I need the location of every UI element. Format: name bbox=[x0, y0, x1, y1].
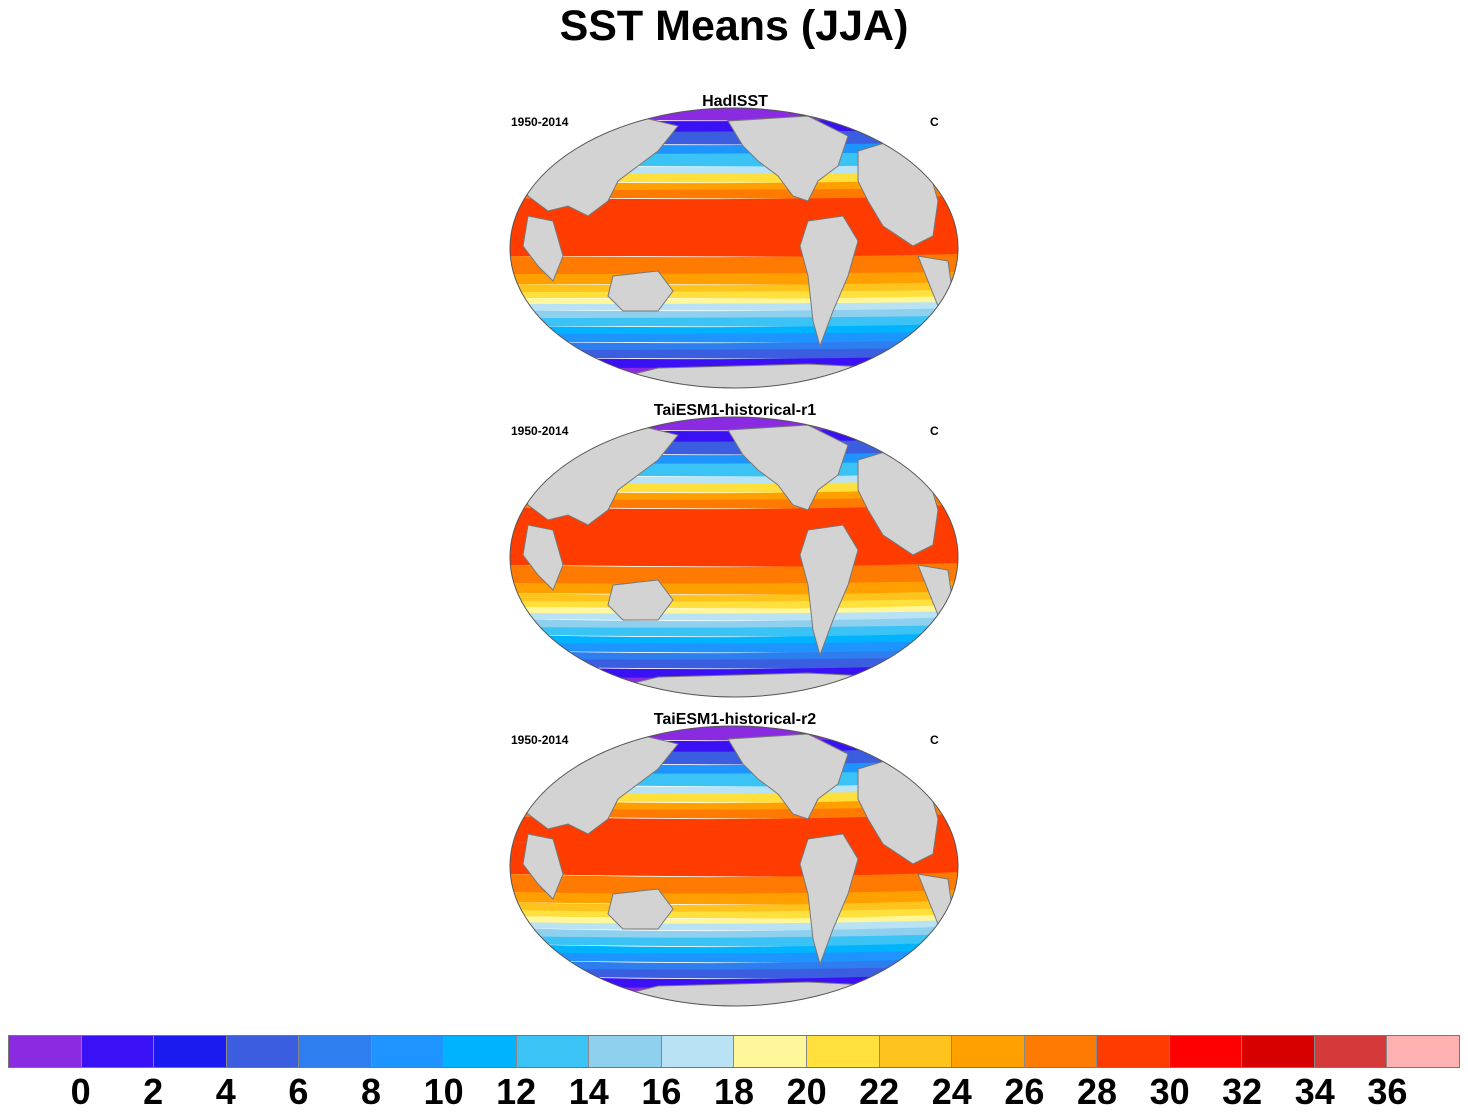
colorbar-swatch bbox=[154, 1036, 227, 1067]
land-mass bbox=[727, 424, 849, 511]
land-mass bbox=[799, 524, 859, 657]
land-mass bbox=[522, 833, 564, 900]
map-panel-hadisst: HadISST 1950-2014 C bbox=[490, 93, 980, 393]
colorbar-swatch bbox=[1314, 1036, 1388, 1067]
warm-pool bbox=[558, 821, 778, 857]
figure-title: SST Means (JJA) bbox=[559, 2, 909, 50]
panel-period: 1950-2014 bbox=[511, 733, 569, 747]
sst-band bbox=[510, 950, 958, 963]
colorbar-swatch bbox=[661, 1036, 735, 1067]
land-mass bbox=[607, 579, 674, 621]
colorbar-swatch bbox=[734, 1036, 808, 1067]
panel-units: C bbox=[930, 733, 939, 747]
panel-period: 1950-2014 bbox=[511, 115, 569, 129]
colorbar-tick-label: 32 bbox=[1222, 1071, 1263, 1112]
sst-band bbox=[510, 641, 958, 653]
panel-title: TaiESM1-historical-r1 bbox=[653, 402, 817, 419]
land-mass bbox=[846, 108, 909, 129]
colorbar-tick-label: 0 bbox=[70, 1071, 91, 1112]
colorbar-swatch bbox=[1169, 1036, 1243, 1067]
sst-band bbox=[510, 920, 958, 931]
colorbar-tick-label: 24 bbox=[931, 1071, 972, 1112]
sst-band bbox=[510, 497, 958, 509]
colorbar-tick-label: 14 bbox=[568, 1071, 609, 1112]
panel-units: C bbox=[930, 424, 939, 438]
colorbar-tick-label: 12 bbox=[496, 1071, 537, 1112]
colorbar-tick-label: 4 bbox=[215, 1071, 236, 1112]
colorbar-tick-label: 34 bbox=[1294, 1071, 1335, 1112]
colorbar-tick-label: 30 bbox=[1149, 1071, 1190, 1112]
colorbar bbox=[8, 1035, 1460, 1068]
sst-band bbox=[510, 657, 958, 669]
colorbar-swatch bbox=[1387, 1036, 1459, 1067]
map-outline bbox=[509, 725, 959, 1007]
map-panel-taiesm1-r2: TaiESM1-historical-r2 1950-2014 C bbox=[490, 711, 980, 1011]
land-mass bbox=[727, 733, 849, 820]
colorbar-swatch bbox=[444, 1036, 517, 1067]
sst-band bbox=[510, 934, 958, 947]
colorbar-swatch bbox=[952, 1036, 1025, 1067]
sst-band bbox=[510, 790, 958, 803]
sst-map bbox=[509, 725, 959, 1007]
colorbar-swatch bbox=[226, 1036, 300, 1067]
colorbar-swatch bbox=[879, 1036, 953, 1067]
land-mass bbox=[846, 417, 909, 438]
land-mass bbox=[727, 115, 849, 202]
sst-map bbox=[509, 107, 959, 389]
sst-band bbox=[510, 332, 958, 344]
land-mass bbox=[846, 726, 909, 747]
warm-pool bbox=[558, 512, 778, 548]
colorbar-tick-label: 22 bbox=[859, 1071, 900, 1112]
colorbar-tick-label: 16 bbox=[641, 1071, 682, 1112]
sst-band bbox=[510, 188, 958, 200]
panel-units: C bbox=[930, 115, 939, 129]
map-outline bbox=[509, 107, 959, 389]
sst-map bbox=[509, 416, 959, 698]
sst-band bbox=[510, 130, 958, 146]
colorbar-swatch bbox=[371, 1036, 445, 1067]
colorbar-swatch bbox=[9, 1036, 82, 1067]
colorbar-swatch bbox=[516, 1036, 590, 1067]
panel-title: HadISST bbox=[702, 93, 768, 110]
sst-band bbox=[510, 348, 958, 360]
sst-band bbox=[510, 966, 958, 979]
colorbar-tick-label: 2 bbox=[143, 1071, 164, 1112]
land-mass bbox=[607, 270, 674, 312]
land-mass bbox=[522, 215, 564, 282]
colorbar-tick-label: 36 bbox=[1367, 1071, 1408, 1112]
sst-band bbox=[510, 625, 958, 637]
colorbar-swatch bbox=[1097, 1036, 1170, 1067]
map-panel-taiesm1-r1: TaiESM1-historical-r1 1950-2014 C bbox=[490, 402, 980, 702]
sst-band bbox=[510, 806, 958, 819]
land-mass bbox=[799, 833, 859, 966]
colorbar-swatch bbox=[1024, 1036, 1098, 1067]
land-mass bbox=[607, 888, 674, 930]
colorbar-tick-label: 8 bbox=[360, 1071, 382, 1112]
colorbar-tick-label: 28 bbox=[1076, 1071, 1118, 1112]
land-mass bbox=[522, 524, 564, 591]
land-mass bbox=[799, 215, 859, 348]
map-outline bbox=[509, 416, 959, 698]
colorbar-tick-label: 18 bbox=[713, 1071, 755, 1112]
colorbar-labels: 0 2 4 6 8 10 12 14 16 18 20 22 24 26 28 30 32 34 36 bbox=[0, 1071, 1468, 1117]
colorbar-swatch bbox=[299, 1036, 372, 1067]
colorbar-tick-label: 6 bbox=[288, 1071, 309, 1112]
panel-period: 1950-2014 bbox=[511, 424, 569, 438]
colorbar-tick-label: 10 bbox=[423, 1071, 464, 1112]
colorbar-swatch bbox=[807, 1036, 880, 1067]
colorbar-tick-label: 26 bbox=[1004, 1071, 1045, 1112]
colorbar-swatch bbox=[1242, 1036, 1315, 1067]
colorbar-swatch bbox=[81, 1036, 155, 1067]
sst-band bbox=[510, 316, 958, 328]
panel-title: TaiESM1-historical-r2 bbox=[653, 711, 817, 728]
colorbar-tick-label: 20 bbox=[786, 1071, 827, 1112]
warm-pool bbox=[558, 203, 778, 239]
colorbar-swatch bbox=[589, 1036, 662, 1067]
